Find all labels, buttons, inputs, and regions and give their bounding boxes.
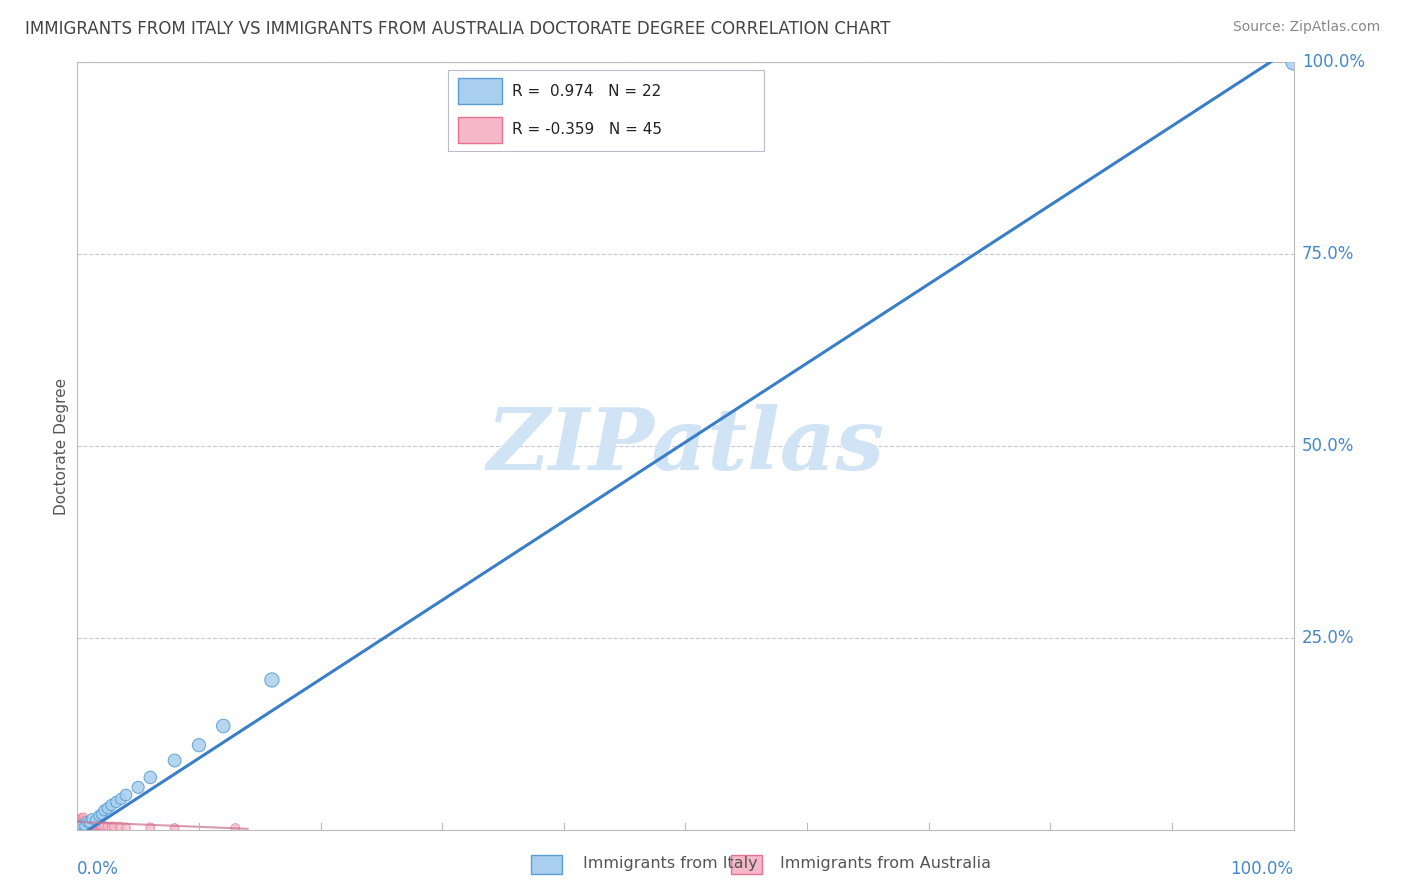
Point [73,815,96,830]
Point [83,819,105,833]
Point [72,814,94,829]
Text: Immigrants from Italy: Immigrants from Italy [583,856,758,871]
Point [87,818,110,832]
Point [82,819,104,833]
Point [70,818,93,832]
Point [70,812,93,826]
Point [127,780,149,795]
Point [70,811,93,825]
Point [69,814,91,828]
Point [103,820,125,834]
Point [163,821,186,835]
Point [70,818,93,832]
Point [72,817,94,831]
Text: 100.0%: 100.0% [1302,54,1365,71]
Point [75,816,97,830]
Point [1282,55,1305,70]
Point [139,820,162,834]
Point [69,816,91,830]
Point [73,818,96,832]
Point [100,797,122,812]
Point [70,814,93,829]
Text: 100.0%: 100.0% [1230,860,1294,878]
Text: 50.0%: 50.0% [1302,437,1354,455]
Point [89,809,111,823]
Point [80,816,103,830]
Point [84,818,107,832]
Point [105,795,128,809]
Text: ZIPatlas: ZIPatlas [486,404,884,488]
Point [67,814,90,829]
Point [212,719,235,733]
Point [93,804,115,818]
Text: 75.0%: 75.0% [1302,245,1354,263]
Point [108,820,131,834]
Point [80,818,103,832]
Point [139,771,162,785]
Point [77,819,100,833]
Point [76,819,98,833]
Point [75,818,97,832]
Point [110,792,132,806]
Point [93,819,115,833]
Point [84,814,107,828]
Y-axis label: Doctorate Degree: Doctorate Degree [53,377,69,515]
Point [73,819,96,833]
Point [90,819,112,833]
Point [188,738,211,752]
Point [69,820,91,834]
Point [77,816,100,830]
Point [70,815,93,830]
Point [260,673,283,687]
Point [89,819,111,833]
Point [70,817,93,831]
Point [79,817,101,831]
Point [76,814,98,829]
Point [115,788,138,802]
Text: Immigrants from Australia: Immigrants from Australia [780,856,991,871]
Point [100,820,122,834]
Point [224,821,246,835]
Point [79,819,101,833]
Text: 0.0%: 0.0% [77,860,120,878]
Text: Source: ZipAtlas.com: Source: ZipAtlas.com [1233,20,1381,34]
Point [72,819,94,833]
Point [80,812,103,826]
Point [97,820,120,834]
Point [163,754,186,768]
Text: IMMIGRANTS FROM ITALY VS IMMIGRANTS FROM AUSTRALIA DOCTORATE DEGREE CORRELATION : IMMIGRANTS FROM ITALY VS IMMIGRANTS FROM… [25,20,890,37]
Point [89,819,111,833]
Point [76,814,98,829]
Point [80,819,103,833]
Point [79,815,101,830]
Point [97,801,120,815]
Point [84,816,107,830]
Point [73,814,96,828]
Point [72,810,94,824]
Text: 25.0%: 25.0% [1302,629,1354,647]
Point [90,807,112,822]
Point [115,820,138,834]
Point [86,819,108,833]
